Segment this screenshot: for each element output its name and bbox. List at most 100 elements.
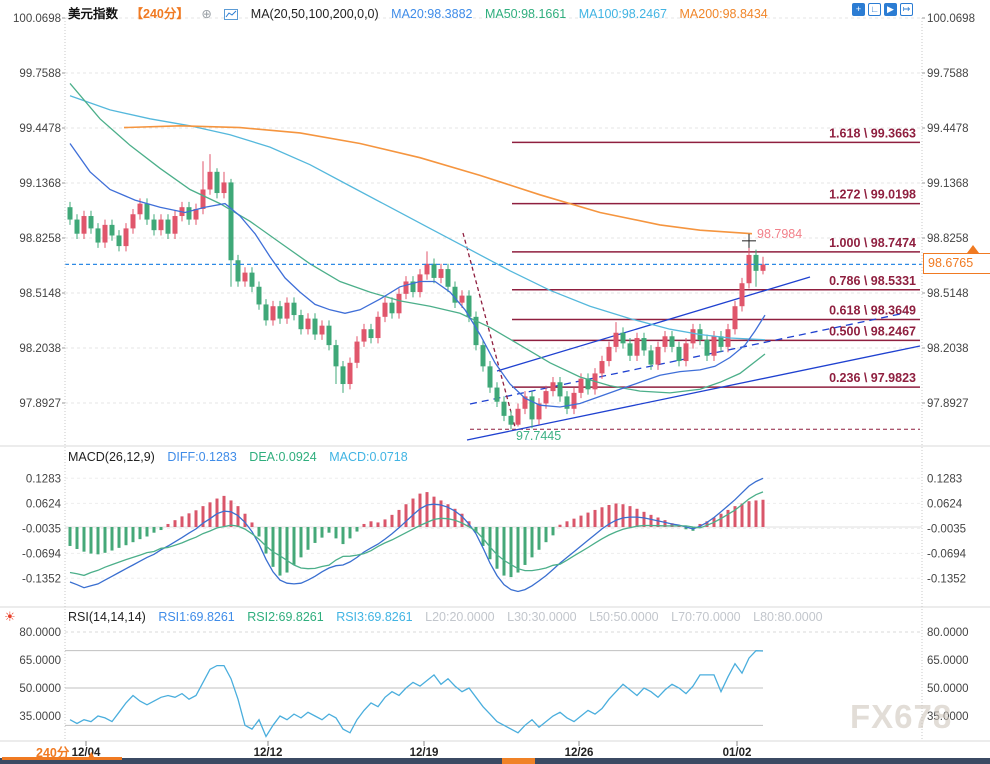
axis-label: 01/02 [723, 747, 752, 759]
candle-up [760, 264, 766, 271]
candle-down [249, 272, 255, 287]
panel-separators [0, 18, 990, 742]
rsi-indicator-icon[interactable]: ☀ [4, 609, 16, 624]
timeframe-tab[interactable]: 240分 ▲ [0, 742, 128, 760]
candle-down [109, 224, 115, 236]
current-price-badge: 98.6765 [923, 253, 990, 274]
candle-down [718, 336, 724, 347]
candle-down [648, 350, 654, 365]
axis-label: 0.1283 [26, 473, 61, 485]
axis-label: 99.1368 [19, 178, 61, 190]
candle-down [95, 228, 101, 243]
axis-label: 99.4478 [927, 123, 969, 135]
ma20-line [69, 143, 766, 408]
rsi-l50-label: L50:50.0000 [589, 610, 659, 624]
axis-label: -0.1352 [927, 573, 966, 585]
candle-down [494, 387, 500, 402]
candle-down [277, 306, 283, 319]
pan-icon[interactable]: + [852, 3, 865, 16]
candle-down [67, 207, 73, 220]
rsi-l30-label: L30:30.0000 [507, 610, 577, 624]
scrollbar-handle[interactable] [502, 758, 535, 764]
candle-up [438, 269, 444, 278]
rsi-settings-label[interactable]: RSI(14,14,14) [68, 610, 146, 624]
timeframe-label[interactable]: 【240分】 [130, 7, 189, 21]
candle-up [690, 329, 696, 344]
swing-low-label: 97.7445 [516, 429, 562, 443]
ma20-line [69, 143, 766, 408]
candle-up [130, 214, 136, 229]
active-tab-underline [2, 757, 122, 760]
candle-down [452, 286, 458, 303]
candle-down [165, 219, 171, 234]
candle-down [228, 182, 234, 261]
macd-hist-value: MACD:0.0718 [329, 450, 408, 464]
axis-label: 99.4478 [19, 123, 61, 135]
axis-label: 80.0000 [19, 627, 61, 639]
ma-indicator-icon[interactable] [224, 9, 239, 23]
axis-label: 12/12 [254, 747, 283, 759]
macd-dea-value: DEA:0.0924 [249, 450, 317, 464]
chart-scrollbar[interactable] [0, 758, 990, 764]
ma200-line [123, 124, 753, 235]
axis-label: 12/26 [565, 747, 594, 759]
candle-down [753, 254, 759, 271]
rsi-l20-label: L20:20.0000 [425, 610, 495, 624]
candle-down [291, 302, 297, 316]
auto-scroll-icon[interactable]: ▶ [884, 3, 897, 16]
axis-label: -0.0694 [22, 548, 62, 560]
ma100-value: MA100:98.2467 [578, 7, 668, 21]
candle-up [375, 316, 381, 339]
candle-down [116, 235, 122, 247]
rsi-l70-label: L70:70.0000 [671, 610, 741, 624]
candle-up [662, 336, 668, 347]
candle-down [620, 332, 626, 344]
candle-down [445, 269, 451, 287]
candle-up [536, 403, 542, 420]
macd-dea [69, 491, 764, 577]
axis-label: 98.5148 [927, 288, 969, 300]
go-to-latest-icon[interactable]: ↦ [900, 3, 913, 16]
candle-down [298, 315, 304, 330]
axis-label: 0.500 \ 98.2467 [829, 324, 916, 338]
add-indicator-icon[interactable]: ⊕ [201, 7, 212, 21]
axis-label: 99.7588 [19, 68, 61, 80]
candle-down [186, 207, 192, 220]
axis-label: 80.0000 [927, 627, 969, 639]
axis-label: 99.1368 [927, 178, 969, 190]
candle-up [396, 293, 402, 314]
candle-down [501, 401, 507, 416]
candle-up [137, 203, 143, 215]
axis-label: 98.8258 [19, 233, 61, 245]
axis-label: 12/19 [410, 747, 439, 759]
candle-down [585, 378, 591, 390]
axis-label: 1.618 \ 99.3663 [829, 126, 916, 140]
axis-label: -0.0035 [927, 523, 966, 535]
candle-down [669, 336, 675, 347]
candle-down [326, 325, 332, 346]
chart-toolbar: + ∟ ▶ ↦ [852, 3, 913, 16]
axis-label: -0.0694 [927, 548, 967, 560]
candle-down [529, 396, 535, 420]
axis-label: 35.0000 [19, 711, 61, 723]
ma200-value: MA200:98.8434 [679, 7, 768, 21]
candle-down [508, 415, 514, 425]
price-up-arrow-icon [967, 245, 979, 260]
axis-label: 98.8258 [927, 233, 969, 245]
symbol-title: 美元指数 [68, 7, 119, 21]
candle-down [564, 396, 570, 409]
rsi2-value: RSI2:69.8261 [247, 610, 324, 624]
rsi-grid: 80.0000 80.0000 65.0000 65.0000 50.0000 50.00… [19, 627, 969, 726]
chart-header: 美元指数 【240分】 ⊕ MA(20,50,100,200,0,0) MA20… [68, 3, 777, 23]
macd-settings-label[interactable]: MACD(26,12,9) [68, 450, 155, 464]
candle-down [473, 316, 479, 346]
candle-up [193, 208, 199, 220]
axis-scale-icon[interactable]: ∟ [868, 3, 881, 16]
axis-label: -0.1352 [22, 573, 61, 585]
high-crosshair-marker [742, 233, 756, 248]
axis-label: 0.236 \ 97.9823 [829, 371, 916, 385]
candle-down [263, 304, 269, 321]
fibonacci-levels: 1.618 \ 99.3663 1.272 \ 99.0198 1.000 \ 98… [470, 126, 920, 430]
ma-settings-label[interactable]: MA(20,50,100,200,0,0) [250, 7, 379, 21]
